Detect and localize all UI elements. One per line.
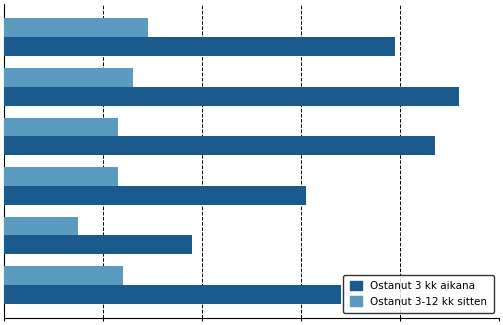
Bar: [4, 235, 192, 254]
Bar: [4, 68, 133, 87]
Bar: [4, 19, 147, 37]
Bar: [4, 136, 435, 155]
Bar: [4, 87, 459, 106]
Bar: [4, 285, 341, 304]
Bar: [4, 37, 395, 56]
Bar: [4, 167, 118, 186]
Bar: [4, 186, 306, 205]
Bar: [4, 118, 118, 136]
Legend: Ostanut 3 kk aikana, Ostanut 3-12 kk sitten: Ostanut 3 kk aikana, Ostanut 3-12 kk sit…: [343, 275, 493, 313]
Bar: [4, 266, 123, 285]
Bar: [4, 216, 78, 235]
